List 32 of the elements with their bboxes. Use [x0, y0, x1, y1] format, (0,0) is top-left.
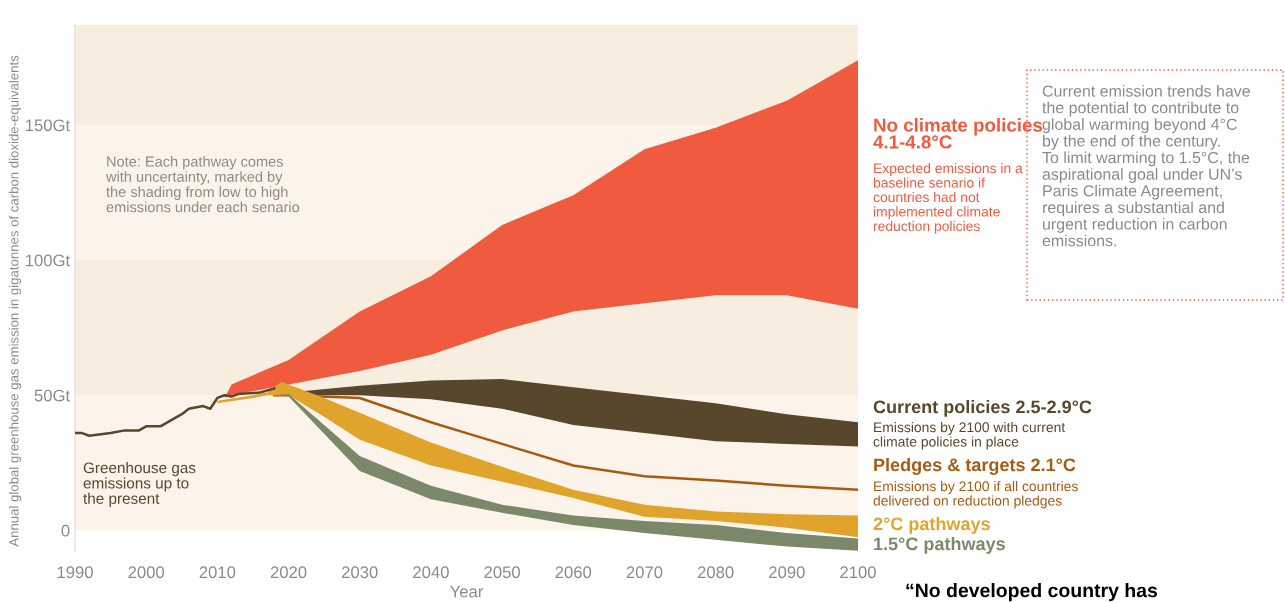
legend-label: 2°C pathways	[873, 517, 990, 534]
legend-label: No climate policies 4.1-4.8°C	[873, 118, 1043, 149]
line-series	[75, 387, 276, 438]
text: Current emission trends have the potential to contribute to global warming beyond 4°C by the end of the century. To limit warming to 1.5°C, the aspirational goal under UN’s Paris Climate Agreement, requires a substantial and urgent reduction in carbon emissions.	[1042, 85, 1250, 247]
x-tick-label: 2010	[199, 566, 236, 579]
x-tick-label: 2070	[626, 566, 663, 579]
x-tick-label: 2040	[413, 566, 449, 579]
legend-label: 1.5°C pathways	[874, 537, 1005, 554]
y-tick-label: 100Gt	[26, 254, 71, 267]
line-series	[273, 394, 858, 492]
text: “No developed country has	[906, 583, 1158, 602]
x-tick-label: 2020	[270, 566, 307, 579]
series-label: Greenhouse gas emissions up to the present	[83, 462, 196, 507]
text: Expected emissions in a baseline senario if countries had not implemented climate reduction policies	[873, 163, 1023, 234]
x-tick-label: 2050	[484, 566, 520, 579]
x-axis-title: Year	[450, 585, 484, 598]
x-tick-label: 2030	[342, 566, 378, 579]
legend-label: Current policies 2.5-2.9°C	[873, 400, 1092, 417]
x-tick-label: 2000	[128, 566, 165, 579]
y-tick-label: 150Gt	[26, 119, 71, 132]
x-tick-label: 1990	[57, 566, 93, 579]
y-axis-title: Annual global greenhouse gas emission in gigatonnes of carbon dioxide-equivalents	[8, 55, 22, 547]
text: Emissions by 2100 if all countries delivered on reduction pledges	[873, 481, 1078, 509]
y-tick-label: 50Gt	[34, 389, 71, 402]
annotation: Note: Each pathway comes with uncertainty, marked by the shading from low to high emissions under each senario	[105, 156, 300, 213]
y-tick-label: 0	[61, 524, 70, 537]
x-tick-label: 2060	[555, 566, 592, 579]
x-tick-label: 2080	[697, 566, 734, 579]
text: Emissions by 2100 with current climate policies in place	[873, 422, 1066, 450]
series-label: Pledges & targets 2.1°C	[874, 458, 1076, 475]
x-tick-label: 2100	[840, 566, 876, 579]
x-tick-label: 2090	[769, 566, 805, 579]
